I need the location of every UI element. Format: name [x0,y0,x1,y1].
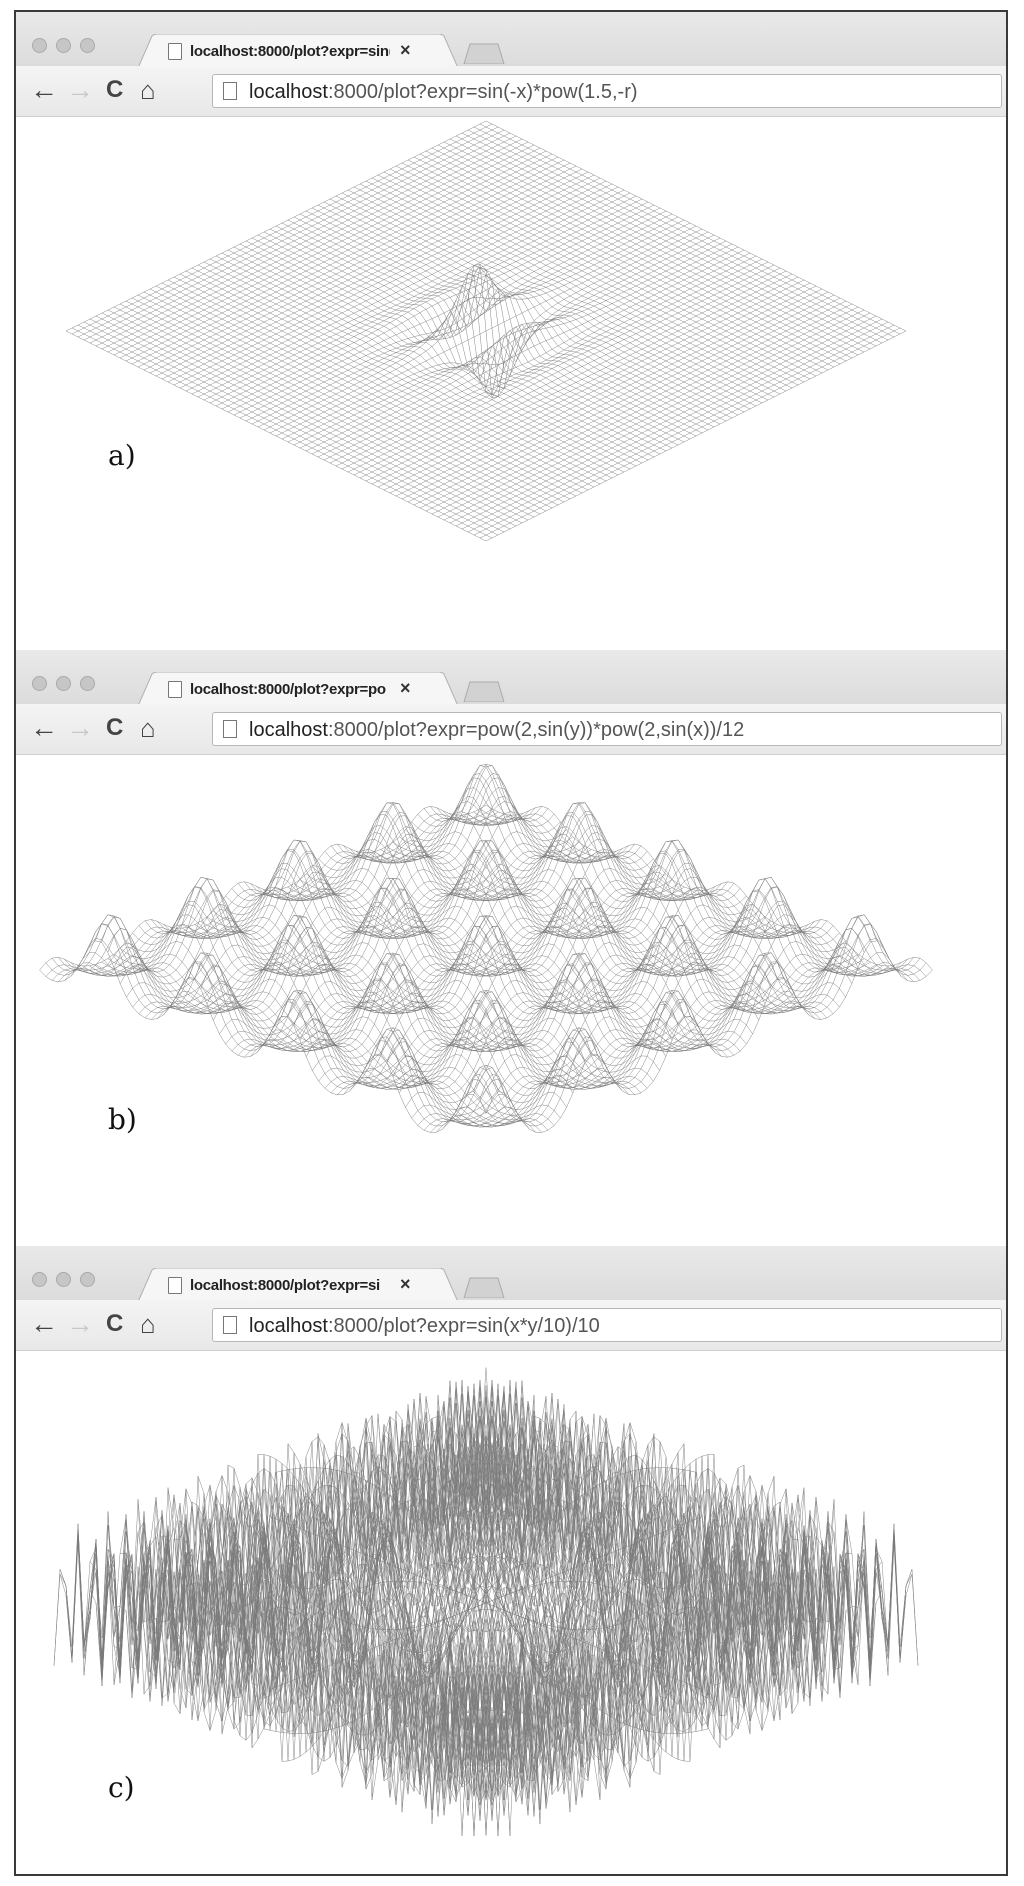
back-button[interactable]: ← [30,712,58,743]
toolbar: ← → C ⌂ localhost:8000/plot?expr=sin(-x)… [16,66,1006,117]
minimize-window-button[interactable] [56,38,71,53]
browser-window-b: localhost:8000/plot?expr=po × ← → C ⌂ lo… [16,650,1006,1246]
close-tab-icon[interactable]: × [400,678,411,698]
back-button[interactable]: ← [30,74,58,105]
back-button[interactable]: ← [30,1308,58,1339]
reload-button[interactable]: C [106,76,124,103]
new-tab-button[interactable] [462,680,506,702]
figure-frame: localhost:8000/plot?expr=sin(- × ← → C ⌂… [14,10,1008,1876]
new-tab-button[interactable] [462,42,506,64]
browser-window-a: localhost:8000/plot?expr=sin(- × ← → C ⌂… [16,12,1006,650]
home-button[interactable]: ⌂ [140,1309,156,1339]
page-icon [168,43,182,60]
surface-plot-b [39,764,933,1133]
tab-title: localhost:8000/plot?expr=si [190,1277,380,1294]
reload-button[interactable]: C [106,714,124,741]
page-icon [168,681,182,698]
forward-button[interactable]: → [66,74,94,105]
new-tab-button[interactable] [462,1276,506,1298]
browser-window-c: localhost:8000/plot?expr=si × ← → C ⌂ lo… [16,1246,1006,1874]
page-content: b) [16,755,1006,1246]
page-content: a) [16,117,1006,650]
address-url[interactable]: localhost:8000/plot?expr=pow(2,sin(y))*p… [249,719,745,741]
close-window-button[interactable] [32,1272,47,1287]
toolbar: ← → C ⌂ localhost:8000/plot?expr=sin(x*y… [16,1300,1006,1351]
close-window-button[interactable] [32,38,47,53]
home-button[interactable]: ⌂ [140,713,156,743]
address-bar[interactable]: localhost:8000/plot?expr=sin(-x)*pow(1.5… [212,74,1002,108]
zoom-window-button[interactable] [80,38,95,53]
tab-plot[interactable]: localhost:8000/plot?expr=sin(- × [138,34,468,68]
zoom-window-button[interactable] [80,676,95,691]
surface-mesh [65,120,907,542]
zoom-window-button[interactable] [80,1272,95,1287]
home-button[interactable]: ⌂ [140,75,156,105]
reload-button[interactable]: C [106,1310,124,1337]
surface-plot-a [65,120,907,542]
close-tab-icon[interactable]: × [400,1274,411,1294]
address-bar[interactable]: localhost:8000/plot?expr=sin(x*y/10)/10 [212,1308,1002,1342]
page-content: c) [16,1351,1006,1874]
page-icon [223,1316,237,1334]
tab-plot[interactable]: localhost:8000/plot?expr=po × [138,672,468,706]
forward-button[interactable]: → [66,1308,94,1339]
forward-button[interactable]: → [66,712,94,743]
address-url[interactable]: localhost:8000/plot?expr=sin(x*y/10)/10 [249,1315,600,1337]
caption-a: a) [108,439,136,472]
minimize-window-button[interactable] [56,1272,71,1287]
caption-b: b) [108,1103,137,1136]
caption-c: c) [108,1771,135,1804]
tab-title: localhost:8000/plot?expr=po [190,681,386,698]
close-window-button[interactable] [32,676,47,691]
surface-plot-c [53,1367,919,1836]
address-url[interactable]: localhost:8000/plot?expr=sin(-x)*pow(1.5… [249,81,638,103]
close-tab-icon[interactable]: × [400,40,411,60]
toolbar: ← → C ⌂ localhost:8000/plot?expr=pow(2,s… [16,704,1006,755]
tab-bar: localhost:8000/plot?expr=si × [16,1246,1006,1302]
tab-plot[interactable]: localhost:8000/plot?expr=si × [138,1268,468,1302]
surface-mesh [39,764,933,1133]
page-icon [223,82,237,100]
page-icon [223,720,237,738]
minimize-window-button[interactable] [56,676,71,691]
address-bar[interactable]: localhost:8000/plot?expr=pow(2,sin(y))*p… [212,712,1002,746]
tab-bar: localhost:8000/plot?expr=sin(- × [16,12,1006,68]
page-icon [168,1277,182,1294]
tab-bar: localhost:8000/plot?expr=po × [16,650,1006,706]
surface-mesh [53,1367,919,1836]
tab-title: localhost:8000/plot?expr=sin(- [190,43,390,60]
